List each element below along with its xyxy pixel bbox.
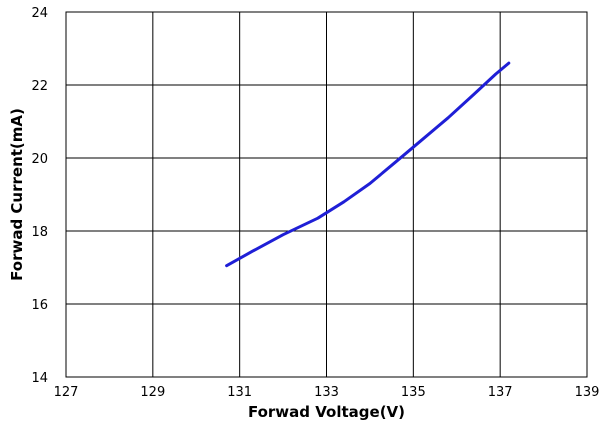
x-axis-ticks: 127 129 131 133 135 137 139: [54, 385, 600, 400]
x-tick-label: 137: [488, 385, 513, 400]
plot-area-border: [65, 11, 588, 378]
y-tick-label: 14: [31, 371, 48, 386]
grid: [66, 12, 587, 377]
x-tick-label: 139: [575, 385, 600, 400]
series-line: [225, 61, 511, 268]
x-tick-label: 133: [314, 385, 339, 400]
x-tick-label: 135: [401, 385, 426, 400]
x-tick-label: 127: [54, 385, 79, 400]
x-tick-label: 129: [140, 385, 165, 400]
y-axis-ticks: 14 16 18 20 22 24: [31, 6, 48, 386]
y-tick-label: 18: [31, 225, 48, 240]
x-tick-label: 131: [227, 385, 252, 400]
y-tick-label: 22: [31, 79, 48, 94]
series-layer: [225, 61, 511, 268]
y-axis-title: Forwad Current(mA): [8, 108, 26, 281]
y-tick-label: 20: [31, 152, 48, 167]
x-axis-title: Forwad Voltage(V): [248, 403, 405, 421]
y-tick-label: 24: [31, 6, 48, 21]
y-tick-label: 16: [31, 298, 48, 313]
